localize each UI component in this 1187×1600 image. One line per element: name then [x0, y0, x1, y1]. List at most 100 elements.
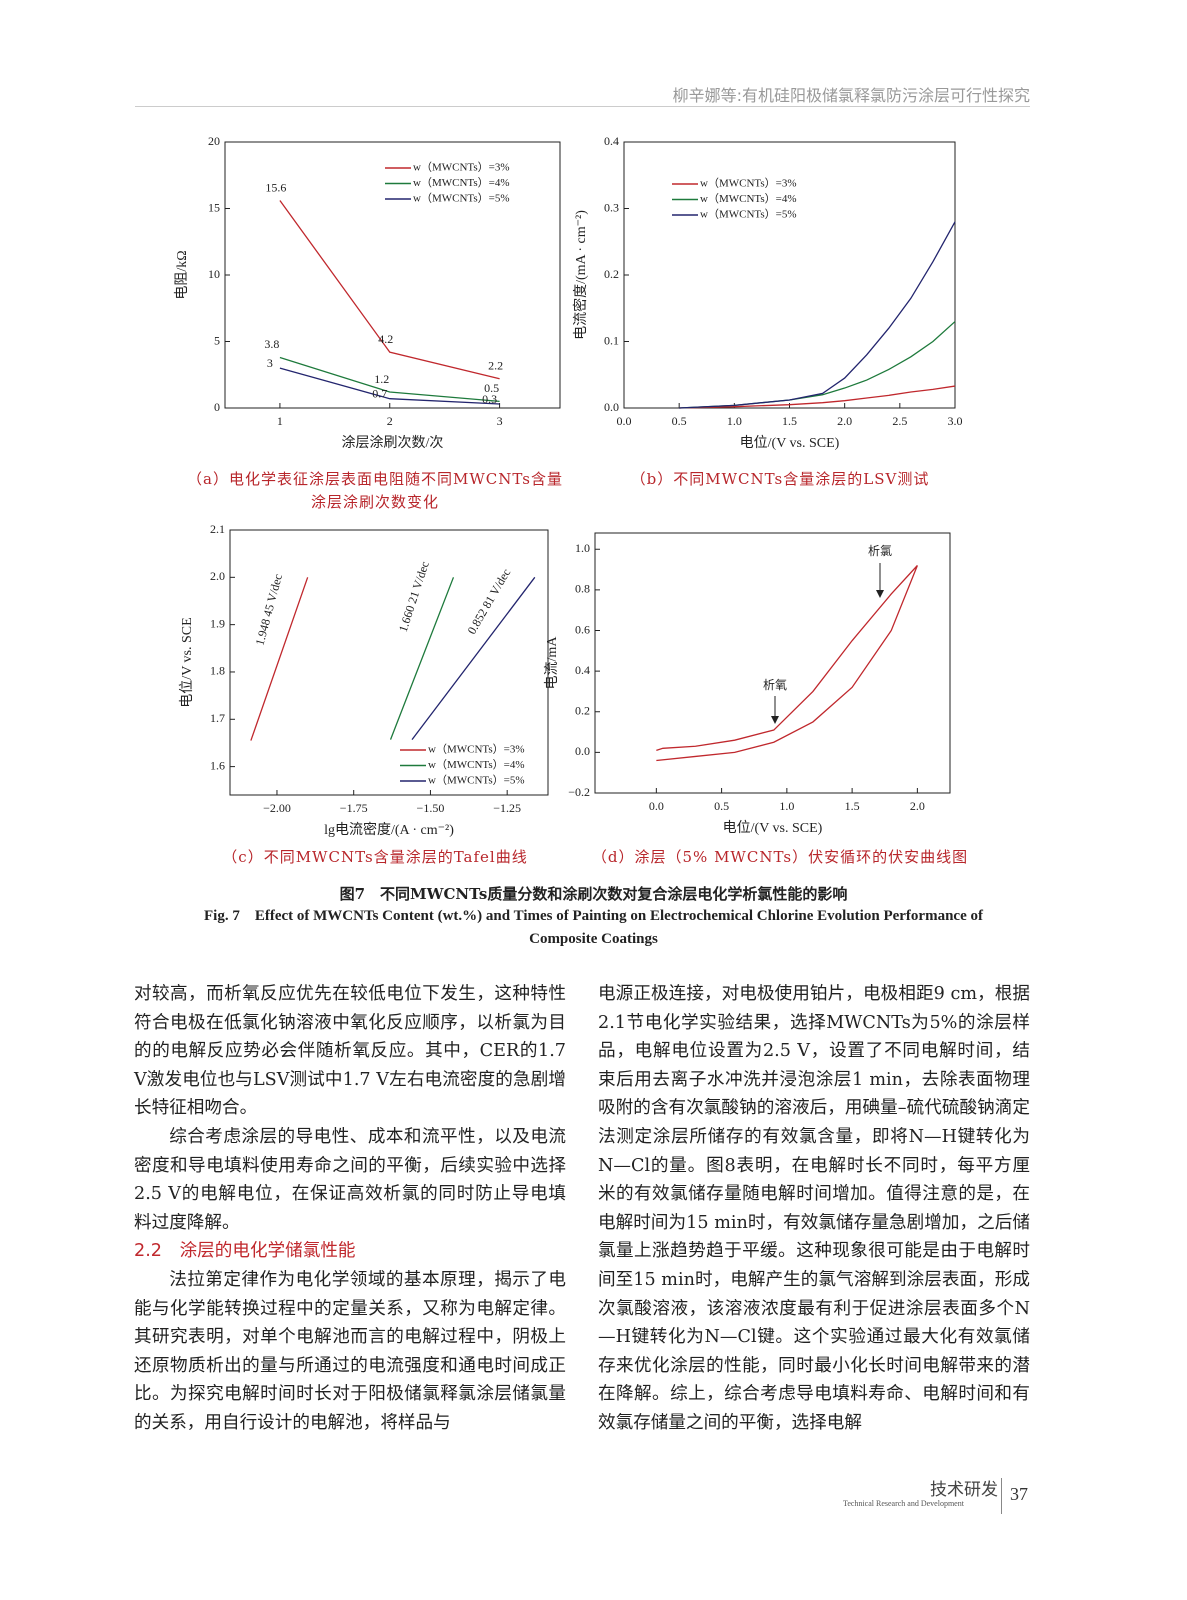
data-label: 0.7	[372, 386, 387, 400]
data-label: 3	[267, 356, 273, 370]
paragraph: 电源正极连接，对电极使用铂片，电极相距9 cm，根据2.1节电化学实验结果，选择…	[598, 984, 1030, 1433]
x-tick-label: −1.25	[493, 801, 521, 815]
y-axis-label: 电流密度/(mA · cm⁻²)	[572, 210, 589, 340]
annotation: 0.852 81 V/dec	[464, 566, 513, 637]
x-axis-label: 涂层涂刷次数/次	[342, 435, 444, 451]
x-tick-label: 0.5	[714, 799, 729, 813]
series-line	[279, 356, 500, 402]
figure: 1 2 3 0 5 10 15 20 涂层涂刷次数/次 电阻/kΩ 15.6 4.2 2.2 3.8 1.2…	[174, 134, 963, 838]
y-tick-label: 20	[208, 134, 220, 148]
legend-label: w（MWCNTs）=5%	[428, 774, 525, 787]
figure-caption-en: Fig. 7 Effect of MWCNTs Content (wt.%) a…	[204, 908, 983, 947]
subcaption: （d）涂层（5% MWCNTs）伏安循环的伏安曲线图	[591, 848, 969, 866]
legend-label: w（MWCNTs）=4%	[700, 192, 797, 205]
x-axis-label: 电位/(V vs. SCE)	[723, 820, 823, 836]
y-tick-label: 1.9	[210, 616, 225, 630]
y-tick-label: 0	[214, 400, 220, 414]
y-tick-label: 15	[208, 200, 220, 214]
x-tick-label: 1.0	[779, 799, 794, 813]
y-tick-label: 2.0	[210, 569, 225, 583]
plot-frame	[229, 529, 549, 796]
y-axis-label: 电位/V vs. SCE	[179, 617, 195, 707]
y-axis-label: 电流/mA	[544, 636, 560, 690]
data-label: 3.8	[264, 337, 279, 351]
footer-section-en: Technical Research and Development	[843, 1499, 964, 1508]
y-tick-label: 0.8	[575, 582, 590, 596]
y-tick-label: 1.7	[210, 711, 225, 725]
x-tick-label: 2.0	[910, 799, 925, 813]
column-right: 电源正极连接，对电极使用铂片，电极相距9 cm，根据2.1节电化学实验结果，选择…	[598, 980, 1030, 1438]
annotation: 1.660 21 V/dec	[396, 560, 432, 634]
legend-label: w（MWCNTs）=3%	[700, 177, 797, 190]
data-label: 0.3	[482, 392, 497, 406]
arrow-head	[876, 590, 884, 598]
footer-section: 技术研发	[930, 1480, 998, 1500]
legend-label: w（MWCNTs）=3%	[428, 743, 525, 756]
annotation: 1.948 45 V/dec	[253, 572, 286, 647]
data-label: 1.2	[374, 372, 389, 386]
x-tick-label: 2.5	[892, 414, 907, 428]
x-tick-label: −2.00	[263, 801, 291, 815]
series-line	[411, 576, 536, 741]
series-line	[679, 385, 956, 409]
legend-label: w（MWCNTs）=5%	[700, 208, 797, 221]
y-tick-label: 0.0	[604, 400, 619, 414]
x-axis-label: lg电流密度/(A · cm⁻²)	[324, 821, 454, 838]
y-tick-label: 1.0	[575, 541, 590, 555]
y-tick-label: −0.2	[568, 785, 590, 799]
subcaption: （a）电化学表征涂层表面电阻随不同MWCNTs含量涂层涂刷次数变化	[187, 470, 563, 511]
series-line	[250, 577, 309, 741]
y-tick-label: 2.1	[210, 522, 225, 536]
y-tick-label: 5	[214, 333, 220, 347]
header-rule	[135, 106, 1030, 107]
data-label: 15.6	[265, 180, 286, 194]
subcaption: （c）不同MWCNTs含量涂层的Tafel曲线	[222, 848, 528, 866]
x-tick-label: 1.5	[845, 799, 860, 813]
series-line	[279, 367, 500, 405]
y-tick-label: 0.1	[604, 333, 619, 347]
footer-bar	[1001, 1478, 1002, 1514]
x-tick-label: 0.0	[649, 799, 664, 813]
y-tick-label: 1.6	[210, 758, 225, 772]
x-tick-label: 1.5	[782, 414, 797, 428]
y-tick-label: 0.3	[604, 200, 619, 214]
y-tick-label: 1.8	[210, 664, 225, 678]
legend-label: w（MWCNTs）=4%	[413, 176, 510, 189]
legend-label: w（MWCNTs）=3%	[413, 161, 510, 174]
x-tick-label: 1.0	[727, 414, 742, 428]
figure-caption-cn: 图7 不同MWCNTs质量分数和涂刷次数对复合涂层电化学析氯性能的影响	[339, 885, 848, 903]
y-tick-label: 0.0	[575, 744, 590, 758]
x-tick-label: 3.0	[948, 414, 963, 428]
annotation: 析氧	[763, 678, 787, 692]
page-number: 37	[1010, 1484, 1028, 1504]
y-tick-label: 0.4	[604, 134, 619, 148]
paragraph: 综合考虑涂层的导电性、成本和流平性，以及电流密度和导电填料使用寿命之间的平衡，后…	[134, 1126, 566, 1233]
running-title: 柳辛娜等:有机硅阳极储氯释氯防污涂层可行性探究	[672, 86, 1030, 105]
series-line	[389, 577, 455, 740]
data-label: 2.2	[488, 358, 503, 372]
paragraph: 对较高，而析氧反应优先在较低电位下发生，这种特性符合电极在低氯化钠溶液中氧化反应…	[134, 984, 566, 1119]
legend-label: w（MWCNTs）=4%	[428, 758, 525, 771]
section-heading: 2.2 涂层的电化学储氯性能	[134, 1241, 356, 1262]
y-tick-label: 0.2	[604, 267, 619, 281]
y-axis-label: 电阻/kΩ	[174, 250, 190, 299]
series-line	[656, 565, 918, 762]
annotation: 析氯	[868, 544, 892, 558]
series-line	[279, 200, 500, 380]
column-left: 对较高，而析氧反应优先在较低电位下发生，这种特性符合电极在低氯化钠溶液中氧化反应…	[134, 980, 566, 1438]
data-label: 0.5	[484, 381, 499, 395]
legend-label: w（MWCNTs）=5%	[413, 192, 510, 205]
paragraph: 法拉第定律作为电化学领域的基本原理，揭示了电能与化学能转换过程中的定量关系，又称…	[134, 1269, 566, 1433]
arrow-head	[771, 716, 779, 724]
x-tick-label: −1.75	[340, 801, 368, 815]
y-tick-label: 10	[208, 267, 220, 281]
x-tick-label: 3	[497, 414, 503, 428]
y-tick-label: 0.2	[575, 704, 590, 718]
x-tick-label: −1.50	[417, 801, 445, 815]
y-tick-label: 0.6	[575, 622, 590, 636]
x-tick-label: 0.0	[617, 414, 632, 428]
series-line	[679, 221, 956, 409]
subcaption: （b）不同MWCNTs含量涂层的LSV测试	[630, 470, 930, 488]
y-tick-label: 0.4	[575, 663, 590, 677]
